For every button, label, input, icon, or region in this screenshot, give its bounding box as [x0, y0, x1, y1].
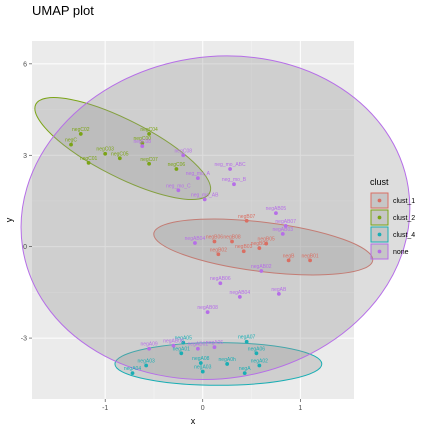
point-label: negB03	[235, 244, 252, 250]
point-label: neg_mo_AB	[191, 192, 219, 198]
y-axis-title: y	[4, 217, 14, 222]
y-tick-label: -3	[21, 336, 27, 343]
point-label: negC08	[174, 148, 192, 154]
point-label: negAB08	[197, 305, 218, 311]
point-label: negC04	[140, 127, 158, 133]
legend-dot-none	[378, 250, 382, 254]
legend-dot-clust_2	[378, 216, 382, 220]
point-label: negC02	[72, 127, 90, 133]
legend-label-clust_1: clust_1	[393, 198, 415, 205]
point-label: neg_mo_ABC	[215, 162, 247, 168]
point-label: negA0h	[219, 357, 236, 363]
y-tick-label: 3	[23, 153, 27, 160]
point-label: negA03	[138, 358, 155, 364]
point-label: negC	[65, 138, 77, 144]
point-label: negA02	[251, 358, 268, 364]
point-label: negA06	[206, 340, 223, 346]
point-label: negA04	[124, 366, 141, 372]
point-label: negAB05	[266, 206, 287, 212]
point-label: negAB00	[163, 339, 184, 345]
legend-label-none: none	[393, 249, 409, 256]
point-label: negAB06	[210, 276, 231, 282]
point-label: negAB04	[230, 290, 251, 296]
x-tick-label: -1	[102, 405, 108, 412]
point-label: negA08	[192, 356, 209, 362]
point-label: neg_mo_B	[222, 177, 247, 183]
legend-dot-clust_4	[378, 233, 382, 237]
point-label: negB06	[206, 234, 223, 240]
point-label: negC06	[168, 162, 186, 168]
point-label: negA09	[140, 342, 157, 348]
x-axis-title: x	[191, 416, 196, 426]
point-label: neg_mo_A	[186, 171, 211, 177]
y-tick-label: 6	[23, 61, 27, 68]
legend-label-clust_2: clust_2	[393, 215, 415, 222]
point-label: negAB04	[185, 236, 206, 242]
y-tick-label: 0	[23, 244, 27, 251]
point-label: negC01	[80, 156, 98, 162]
point-label: negAB03	[272, 227, 293, 233]
point-label: negB04	[251, 241, 268, 247]
point-label: neg_mo_C	[166, 183, 191, 189]
legend-title: clust	[370, 177, 389, 187]
point-label: negA03	[194, 365, 211, 371]
legend-label-clust_4: clust_4	[393, 232, 415, 239]
point-label: negB07	[238, 214, 255, 220]
point-label: negC08	[134, 139, 152, 145]
legend-dot-clust_1	[378, 199, 382, 203]
point-label: negB02	[210, 247, 227, 253]
point-label: negAB02	[251, 264, 272, 270]
x-tick-label: 0	[201, 405, 205, 412]
point-label: negC05	[111, 151, 129, 157]
point-label: negA06	[248, 346, 265, 352]
point-label: negB	[283, 253, 295, 259]
x-tick-label: 1	[298, 405, 302, 412]
point-label: negAB07	[275, 219, 296, 225]
point-label: negB01	[301, 253, 318, 259]
point-label: negB08	[223, 234, 240, 240]
point-label: negC07	[140, 157, 158, 163]
point-label: negA07	[238, 335, 255, 341]
chart-title: UMAP plot	[32, 3, 94, 18]
point-label: negA	[239, 366, 251, 372]
point-label: negAB	[271, 287, 287, 293]
